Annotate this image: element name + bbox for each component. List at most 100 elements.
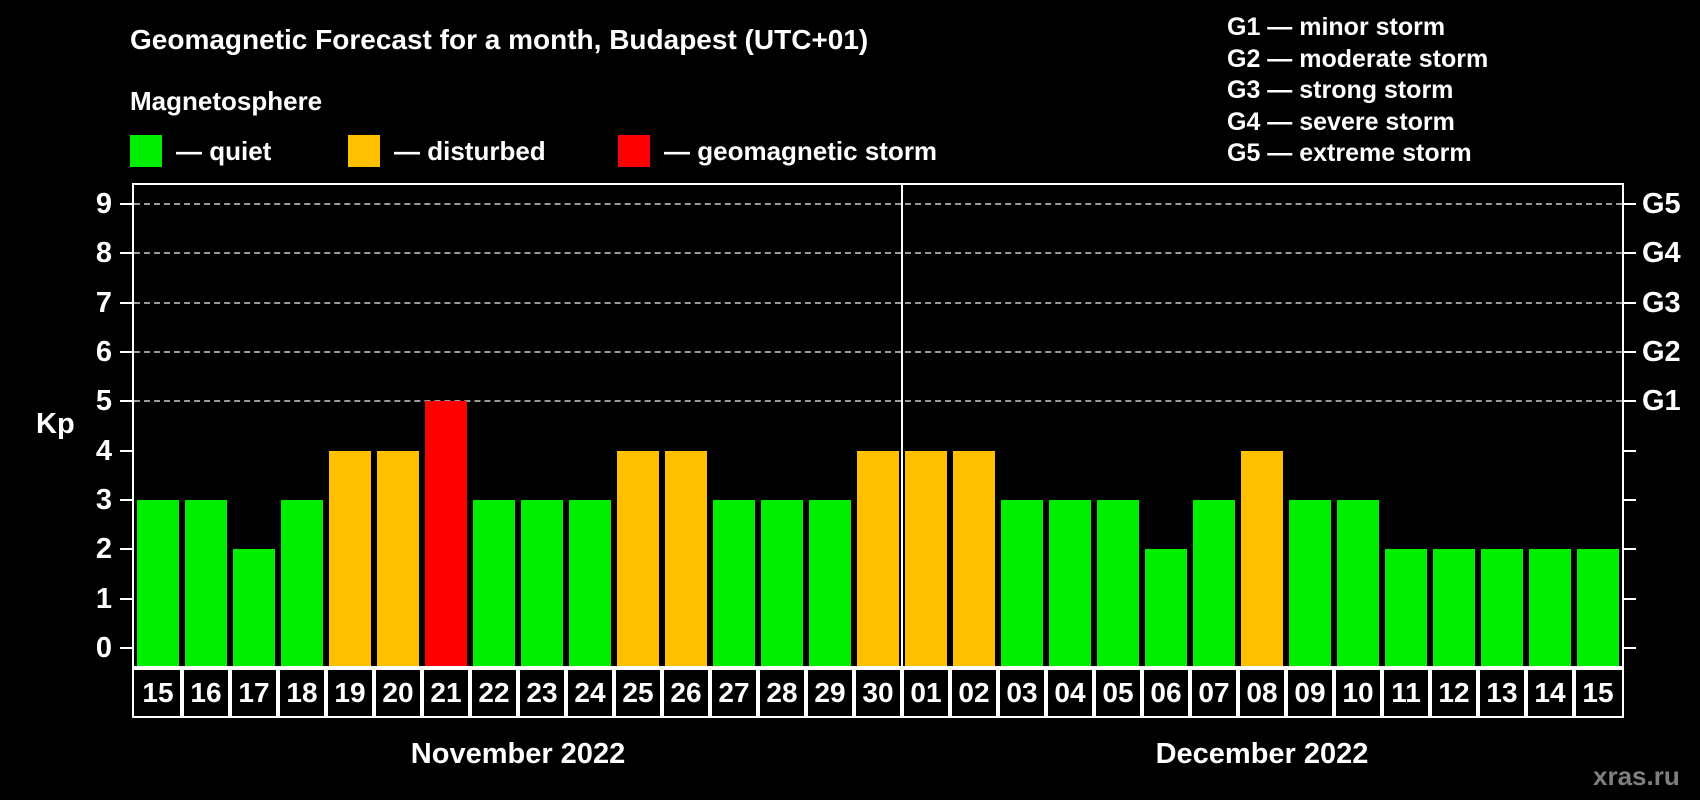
y-tick-label-1: 1 (95, 583, 112, 615)
kp-bar-day-03 (1001, 500, 1043, 666)
date-cell-23: 23 (516, 668, 568, 718)
date-cell-19: 19 (324, 668, 376, 718)
date-cell-11: 11 (1380, 668, 1432, 718)
date-cell-05: 05 (1092, 668, 1144, 718)
kp-bar-day-29 (809, 500, 851, 666)
y-tick-right-6 (1624, 351, 1636, 353)
date-cell-01: 01 (900, 668, 952, 718)
month-label-november: November 2022 (410, 738, 626, 770)
date-cell-09: 09 (1284, 668, 1336, 718)
kp-bar-day-27 (713, 500, 755, 666)
kp-bar-day-11 (1385, 549, 1427, 666)
kp-bar-day-21 (425, 401, 467, 666)
date-cell-10: 10 (1332, 668, 1384, 718)
month-label-december: December 2022 (1155, 738, 1369, 770)
date-cell-15: 15 (1572, 668, 1624, 718)
kp-bar-day-06 (1145, 549, 1187, 666)
y-tick-right-0 (1624, 647, 1636, 649)
y-tick-left-4 (120, 450, 132, 452)
legend-label: — disturbed (394, 135, 546, 166)
y-tick-label-6: 6 (95, 336, 112, 368)
g-legend-line: G5 — extreme storm (1227, 139, 1472, 167)
kp-bar-day-30 (857, 451, 899, 666)
g-legend-line: G2 — moderate storm (1227, 44, 1489, 73)
g-axis-label-G1: G1 (1642, 385, 1681, 417)
date-cell-27: 27 (708, 668, 760, 718)
date-cell-24: 24 (564, 668, 616, 718)
y-tick-left-2 (120, 548, 132, 550)
y-tick-right-1 (1624, 598, 1636, 600)
gridline-kp8 (134, 252, 1622, 254)
g-legend-line: G4 — severe storm (1227, 107, 1455, 136)
legend-item-disturbed: — disturbed (348, 135, 546, 167)
kp-bar-day-12 (1433, 549, 1475, 666)
date-cell-12: 12 (1428, 668, 1480, 718)
y-tick-right-4 (1624, 450, 1636, 452)
y-tick-label-7: 7 (95, 287, 112, 319)
y-tick-left-0 (120, 647, 132, 649)
kp-bar-day-24 (569, 500, 611, 666)
y-tick-right-3 (1624, 499, 1636, 501)
kp-bar-day-14 (1529, 549, 1571, 666)
gridline-kp6 (134, 351, 1622, 353)
kp-bar-day-10 (1337, 500, 1379, 666)
y-tick-left-9 (120, 203, 132, 205)
kp-bar-day-15 (137, 500, 179, 666)
date-cell-04: 04 (1044, 668, 1096, 718)
date-cell-07: 07 (1188, 668, 1240, 718)
y-tick-label-9: 9 (95, 188, 112, 220)
date-cell-30: 30 (852, 668, 904, 718)
month-separator-line (901, 185, 903, 666)
date-cell-25: 25 (612, 668, 664, 718)
kp-bar-day-26 (665, 451, 707, 666)
date-cell-14: 14 (1524, 668, 1576, 718)
y-tick-label-3: 3 (95, 484, 112, 516)
kp-bar-day-02 (953, 451, 995, 666)
plot-area (132, 183, 1624, 668)
kp-bar-day-23 (521, 500, 563, 666)
date-cell-15: 15 (132, 668, 184, 718)
kp-bar-day-05 (1097, 500, 1139, 666)
date-cell-06: 06 (1140, 668, 1192, 718)
kp-bar-day-25 (617, 451, 659, 666)
gridline-kp7 (134, 302, 1622, 304)
legend-label: — quiet (176, 135, 272, 166)
g-axis-label-G3: G3 (1642, 287, 1681, 319)
gridline-kp9 (134, 203, 1622, 205)
y-tick-right-5 (1624, 400, 1636, 402)
storm-color-swatch (618, 135, 650, 167)
y-tick-right-8 (1624, 252, 1636, 254)
kp-bar-day-09 (1289, 500, 1331, 666)
date-cell-03: 03 (996, 668, 1048, 718)
g-scale-legend: G1 — minor storm G2 — moderate storm G3 … (1227, 12, 1488, 170)
kp-bar-day-13 (1481, 549, 1523, 666)
y-axis-label: Kp (36, 408, 75, 440)
legend-item-quiet: — quiet (130, 135, 271, 167)
g-axis-label-G5: G5 (1642, 188, 1681, 220)
date-cell-29: 29 (804, 668, 856, 718)
date-cell-16: 16 (180, 668, 232, 718)
page-title: Geomagnetic Forecast for a month, Budape… (130, 24, 869, 55)
y-tick-left-5 (120, 400, 132, 402)
disturbed-color-swatch (348, 135, 380, 167)
y-tick-left-7 (120, 302, 132, 304)
kp-bar-day-19 (329, 451, 371, 666)
kp-bar-day-20 (377, 451, 419, 666)
kp-bar-day-22 (473, 500, 515, 666)
date-cell-08: 08 (1236, 668, 1288, 718)
g-legend-line: G3 — strong storm (1227, 76, 1454, 104)
kp-bar-day-04 (1049, 500, 1091, 666)
y-tick-label-0: 0 (95, 632, 112, 664)
kp-bar-day-01 (905, 451, 947, 666)
y-tick-left-1 (120, 598, 132, 600)
kp-bar-day-16 (185, 500, 227, 666)
y-tick-left-8 (120, 252, 132, 254)
kp-bar-day-15 (1577, 549, 1619, 666)
kp-bar-day-08 (1241, 451, 1283, 666)
date-cell-02: 02 (948, 668, 1000, 718)
g-axis-label-G4: G4 (1642, 237, 1681, 269)
y-tick-right-9 (1624, 203, 1636, 205)
y-tick-left-3 (120, 499, 132, 501)
chart-subtitle: Magnetosphere (130, 86, 323, 116)
